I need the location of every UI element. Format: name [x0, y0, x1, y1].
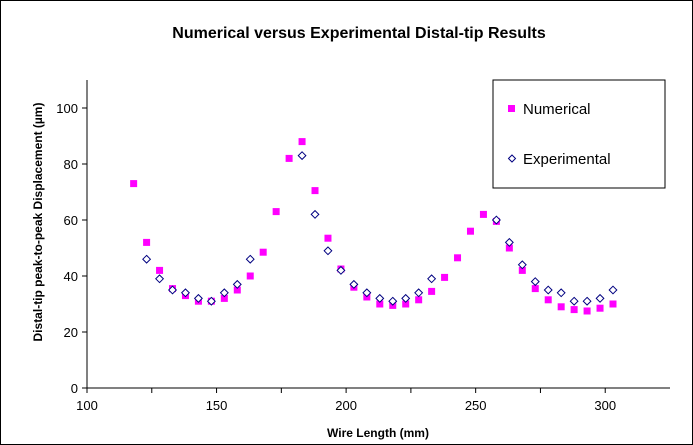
- numerical-point-35: [583, 307, 591, 315]
- legend-marker-numerical: [508, 105, 515, 112]
- experimental-point-25: [556, 288, 566, 298]
- experimental-point-27: [582, 296, 592, 306]
- numerical-point-25: [454, 254, 462, 262]
- numerical-point-13: [298, 138, 306, 146]
- y-tick-label-80: 80: [64, 157, 78, 172]
- experimental-point-3: [180, 288, 190, 298]
- numerical-point-12: [285, 154, 293, 162]
- experimental-point-11: [323, 246, 333, 256]
- experimental-point-15: [375, 293, 385, 303]
- numerical-point-0: [130, 180, 138, 188]
- x-tick-label-300: 300: [594, 398, 616, 413]
- legend-marker-experimental: [507, 154, 517, 163]
- experimental-point-22: [517, 260, 527, 270]
- experimental-point-0: [142, 254, 152, 264]
- x-tick-label-150: 150: [206, 398, 228, 413]
- experimental-point-7: [232, 279, 242, 289]
- numerical-point-9: [246, 272, 254, 280]
- numerical-point-29: [505, 244, 513, 252]
- x-axis-label: Wire Length (mm): [327, 426, 429, 440]
- legend-label-numerical: Numerical: [523, 101, 591, 118]
- legend-box: [492, 79, 666, 189]
- x-tick-label-200: 200: [335, 398, 357, 413]
- experimental-point-18: [414, 288, 424, 298]
- y-tick-label-20: 20: [64, 325, 78, 340]
- y-axis-label: Distal-tip peak-to-peak Displacement (µm…: [31, 103, 45, 342]
- numerical-point-32: [544, 296, 552, 304]
- numerical-point-10: [259, 248, 267, 256]
- legend-item-numerical: Numerical: [508, 101, 591, 118]
- experimental-point-20: [491, 215, 501, 225]
- experimental-point-6: [219, 288, 229, 298]
- numerical-point-21: [402, 300, 410, 308]
- experimental-point-24: [543, 285, 553, 295]
- numerical-point-30: [518, 266, 526, 274]
- numerical-point-2: [156, 266, 164, 274]
- experimental-point-19: [427, 274, 437, 284]
- numerical-point-27: [479, 210, 487, 218]
- numerical-point-37: [609, 300, 617, 308]
- numerical-point-7: [220, 294, 228, 302]
- numerical-point-33: [557, 303, 565, 311]
- x-tick-label-250: 250: [465, 398, 487, 413]
- y-tick-label-40: 40: [64, 269, 78, 284]
- y-tick-label-0: 0: [71, 381, 78, 396]
- experimental-point-2: [167, 285, 178, 295]
- numerical-point-11: [272, 208, 280, 216]
- numerical-point-22: [415, 296, 423, 304]
- experimental-point-1: [155, 274, 165, 284]
- numerical-point-24: [441, 273, 449, 281]
- numerical-point-1: [143, 238, 151, 246]
- experimental-point-4: [193, 293, 203, 303]
- numerical-point-34: [570, 306, 578, 314]
- experimental-point-21: [504, 237, 514, 247]
- chart-title: Numerical versus Experimental Distal-tip…: [172, 25, 546, 42]
- numerical-point-36: [596, 304, 604, 312]
- experimental-point-8: [245, 254, 255, 264]
- legend-label-experimental: Experimental: [523, 151, 611, 168]
- experimental-point-12: [336, 265, 346, 275]
- numerical-point-26: [466, 227, 474, 235]
- experimental-point-29: [608, 285, 618, 295]
- numerical-point-23: [428, 287, 436, 295]
- numerical-point-31: [531, 285, 539, 293]
- y-tick-label-100: 100: [56, 101, 78, 116]
- plot-area: 0 20 40 60 80 100 100 150 200 250 300: [56, 80, 670, 413]
- experimental-point-10: [310, 209, 320, 219]
- legend: Numerical Experimental: [492, 79, 666, 189]
- numerical-point-8: [233, 286, 241, 294]
- experimental-point-17: [401, 293, 411, 303]
- experimental-point-9: [297, 151, 307, 161]
- legend-item-experimental: Experimental: [507, 151, 611, 168]
- experimental-point-26: [569, 296, 579, 306]
- experimental-point-14: [362, 288, 372, 298]
- numerical-point-14: [311, 187, 319, 195]
- y-tick-label-60: 60: [64, 213, 78, 228]
- experimental-point-5: [206, 296, 216, 306]
- experimental-point-28: [595, 293, 605, 303]
- numerical-point-15: [324, 234, 332, 242]
- experimental-point-23: [530, 277, 540, 287]
- experimental-point-16: [388, 296, 398, 306]
- x-tick-label-100: 100: [76, 398, 98, 413]
- numerical-point-19: [376, 300, 384, 308]
- experimental-point-13: [349, 279, 359, 289]
